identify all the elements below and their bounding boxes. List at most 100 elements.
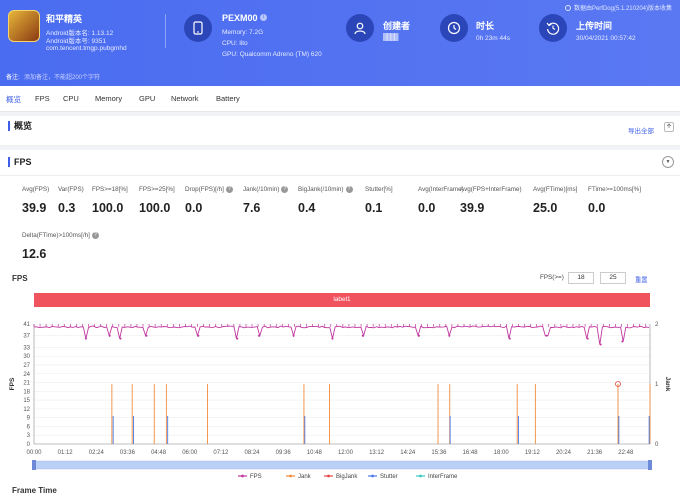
- metric-label-text: BigJank(/10min): [298, 186, 344, 193]
- metric-item: FPS>=18[%] 100.0: [92, 186, 128, 215]
- tab-cpu[interactable]: CPU: [63, 94, 79, 103]
- metric-label-text: Var(FPS): [58, 186, 84, 193]
- duration-value: 0h 23m 44s: [476, 35, 510, 42]
- metric-label: Avg(FTime)[ms]: [533, 186, 577, 193]
- device-cpu: CPU: lito: [222, 40, 248, 47]
- tab-memory[interactable]: Memory: [95, 94, 123, 103]
- legend-dot: [371, 474, 374, 478]
- collapse-icon[interactable]: ▼: [662, 156, 674, 168]
- x-tick-label: 22:48: [618, 450, 634, 456]
- fps-dip-point: [236, 337, 239, 340]
- fps-dip-point: [197, 334, 200, 337]
- metric-label-text: FPS>=18[%]: [92, 186, 128, 193]
- upload-value: 30/04/2021 00:57:42: [576, 35, 636, 42]
- fps-line: [33, 325, 650, 345]
- metric-label: Avg(FPS+InterFrame): [460, 186, 522, 193]
- fps-section-title: FPS: [8, 157, 32, 167]
- user-icon: [346, 14, 374, 42]
- fps-dip-point: [586, 337, 589, 340]
- metric-label: Jank(/10min)?: [243, 186, 289, 193]
- fps-threshold-input-2[interactable]: 25: [600, 272, 626, 284]
- metric-item: Var(FPS) 0.3: [58, 186, 84, 215]
- info-icon[interactable]: i: [260, 14, 267, 21]
- history-icon: [539, 14, 567, 42]
- reset-link[interactable]: 重置: [635, 277, 648, 284]
- fps-dip-point: [448, 334, 451, 337]
- app-icon: [8, 10, 40, 42]
- metric-item: Stutter[%] 0.1: [365, 186, 393, 215]
- metric-item: Avg(FPS+InterFrame) 39.9: [460, 186, 522, 215]
- export-all-link[interactable]: 导出全部: [628, 128, 654, 135]
- y-tick-label: 41: [23, 322, 30, 328]
- metric-item: BigJank(/10min)? 0.4: [298, 186, 353, 215]
- metric-label: Var(FPS): [58, 186, 84, 193]
- export-icon[interactable]: [664, 122, 674, 132]
- metric-label: FPS>=25[%]: [139, 186, 175, 193]
- metric-item: FTime>=100ms[%] 0.0: [588, 186, 641, 215]
- device-memory: Memory: 7.2G: [222, 29, 264, 36]
- zoom-selection: [34, 461, 650, 469]
- note-input[interactable]: 添加备注，不能超200个字符: [24, 75, 101, 81]
- metric-value: 100.0: [139, 201, 171, 215]
- y-tick-label: 3: [27, 433, 31, 439]
- tab-fps[interactable]: FPS: [35, 94, 50, 103]
- fps-dip-point: [545, 334, 548, 337]
- metric-label: Drop(FPS)[/h]?: [185, 186, 233, 193]
- metric-item: Avg(FTime)[ms] 25.0: [533, 186, 577, 215]
- x-tick-label: 20:24: [556, 450, 572, 456]
- x-tick-label: 04:48: [151, 450, 167, 456]
- legend-label: FPS: [250, 474, 262, 480]
- creator-label: 创建者: [383, 21, 411, 31]
- metric-label-text: Jank(/10min): [243, 186, 280, 193]
- metric-item: Avg(InterFrame) 0.0: [418, 186, 464, 215]
- metric-value: 25.0: [533, 201, 558, 215]
- overview-title: 概览: [8, 121, 32, 131]
- metric-item: Jank(/10min)? 7.6: [243, 186, 289, 215]
- metric-value: 0.0: [185, 201, 203, 215]
- tab-network[interactable]: Network: [171, 94, 199, 103]
- metric-value: 12.6: [22, 247, 47, 261]
- y2-tick-label: 0: [655, 442, 659, 448]
- fps-threshold-input-1[interactable]: 18: [568, 272, 594, 284]
- help-icon[interactable]: ?: [225, 186, 233, 193]
- y-tick-label: 9: [27, 416, 31, 422]
- metric-item: FPS>=25[%] 100.0: [139, 186, 175, 215]
- metric-item: Delta(FTime)>100ms[/h]? 12.6: [22, 232, 99, 261]
- y-tick-label: 30: [23, 354, 30, 360]
- header-divider: [165, 14, 166, 48]
- legend-dot: [241, 474, 244, 478]
- info-circle-icon: [564, 4, 571, 11]
- x-tick-label: 16:48: [463, 450, 479, 456]
- bigjank-marker: [615, 381, 621, 387]
- help-icon[interactable]: ?: [345, 186, 353, 193]
- label-band[interactable]: label1: [34, 293, 650, 307]
- x-tick-label: 08:24: [245, 450, 261, 456]
- fps-metrics: Avg(FPS) 39.9 Var(FPS) 0.3 FPS>=18[%] 100.0 FP…: [0, 176, 680, 266]
- metric-value: 100.0: [92, 201, 124, 215]
- metric-value: 0.1: [365, 201, 383, 215]
- y-tick-label: 24: [23, 372, 30, 378]
- tab-overview[interactable]: 概览: [6, 95, 21, 104]
- legend-label: BigJank: [336, 474, 358, 480]
- tab-battery[interactable]: Battery: [216, 94, 240, 103]
- metric-value: 0.3: [58, 201, 76, 215]
- fps-dip-point: [621, 340, 624, 343]
- y2-tick-label: 1: [655, 382, 659, 388]
- metric-label: FTime>=100ms[%]: [588, 186, 641, 193]
- y-tick-label: 15: [23, 398, 30, 404]
- y-tick-label: 0: [27, 442, 31, 448]
- tab-gpu[interactable]: GPU: [139, 94, 156, 103]
- x-tick-label: 09:36: [276, 450, 292, 456]
- metric-value: 0.4: [298, 201, 316, 215]
- x-tick-label: 21:36: [587, 450, 603, 456]
- y-tick-label: 12: [23, 407, 30, 413]
- overview-section: 概览 导出全部: [0, 116, 680, 146]
- help-icon[interactable]: ?: [91, 232, 99, 239]
- chart-title: FPS: [12, 274, 28, 283]
- device-gpu: GPU: Qualcomm Adreno (TM) 620: [222, 51, 322, 58]
- legend-dot: [327, 474, 330, 478]
- fps-dip-point: [292, 334, 295, 337]
- help-icon[interactable]: ?: [281, 186, 289, 193]
- device-name: PEXM00: [222, 13, 258, 23]
